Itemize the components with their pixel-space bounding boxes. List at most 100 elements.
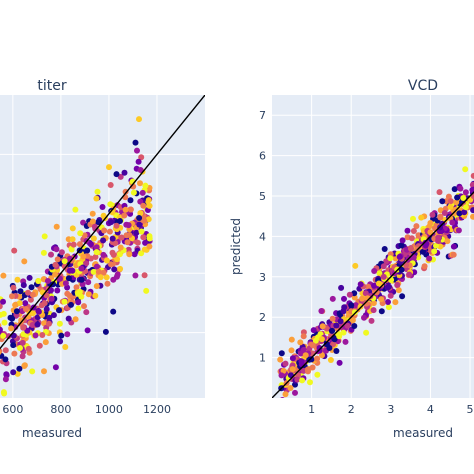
data-point [297, 339, 304, 346]
data-point [41, 233, 48, 240]
data-point [289, 366, 296, 373]
data-point [27, 296, 34, 303]
data-point [138, 250, 145, 257]
data-point [126, 251, 133, 258]
data-point [131, 251, 138, 258]
data-point [83, 309, 90, 316]
data-point [133, 229, 140, 236]
data-point [141, 217, 148, 224]
data-point [137, 210, 144, 217]
data-point [78, 293, 85, 300]
y-axis-label: predicted [229, 218, 243, 275]
data-point [65, 275, 72, 282]
identity-line [0, 95, 205, 350]
data-point [470, 172, 474, 179]
subplot-title: VCD [408, 78, 438, 94]
data-point [352, 302, 359, 309]
data-point [84, 247, 91, 254]
data-point [386, 283, 392, 290]
data-point [16, 300, 23, 307]
data-point [40, 249, 47, 256]
data-point [35, 308, 42, 315]
data-point [113, 222, 120, 229]
data-point [48, 287, 54, 294]
data-point [470, 207, 474, 214]
data-point [66, 292, 73, 299]
data-point [451, 186, 458, 193]
data-point [136, 221, 143, 228]
data-point [421, 263, 428, 270]
data-point [75, 299, 82, 306]
data-point [381, 246, 388, 252]
data-point [460, 195, 467, 201]
data-point [363, 300, 370, 307]
data-point [35, 278, 42, 284]
data-point [106, 228, 113, 235]
data-point [441, 210, 448, 216]
data-point [435, 237, 441, 244]
data-point [371, 268, 378, 274]
data-point [0, 332, 7, 339]
data-point [80, 253, 87, 260]
data-point [92, 292, 99, 299]
data-point [92, 254, 99, 260]
data-point [344, 322, 351, 329]
data-point [56, 320, 63, 327]
data-point [46, 320, 52, 327]
data-point [48, 295, 55, 302]
x-axis-label: measured [22, 426, 82, 440]
data-point [97, 274, 104, 281]
data-point [25, 345, 32, 352]
data-point [146, 202, 153, 209]
data-point [137, 198, 144, 205]
data-point [108, 261, 114, 268]
data-point [26, 274, 33, 281]
data-point [85, 291, 92, 298]
data-point [305, 368, 311, 375]
data-point [100, 237, 107, 244]
data-point [439, 198, 446, 205]
data-point [298, 358, 305, 365]
data-point [58, 332, 65, 339]
data-point [337, 318, 344, 325]
data-point [132, 139, 139, 146]
data-point [2, 356, 9, 363]
data-point [85, 279, 92, 286]
data-point [371, 282, 378, 289]
data-point [93, 283, 100, 290]
data-point [375, 280, 382, 287]
data-point [444, 238, 451, 245]
data-point [314, 355, 321, 362]
data-point [280, 367, 287, 374]
data-point [357, 281, 364, 288]
data-point [48, 251, 54, 258]
data-point [341, 295, 347, 302]
data-point [0, 298, 6, 305]
data-point [368, 317, 375, 324]
data-point [429, 211, 436, 218]
data-point [146, 243, 153, 250]
x-tick-label: 2 [348, 403, 355, 416]
data-point [455, 227, 462, 234]
data-point [93, 244, 100, 251]
data-point [41, 320, 48, 327]
data-point [333, 348, 340, 354]
subplot-title: titer [37, 78, 66, 94]
data-point [373, 289, 380, 296]
x-tick-label: 1000 [95, 403, 123, 416]
data-point [329, 327, 336, 334]
data-point [11, 350, 18, 357]
data-point [282, 391, 289, 398]
data-point [349, 317, 356, 324]
data-point [17, 288, 24, 295]
data-point [116, 251, 123, 258]
data-point [102, 328, 109, 335]
data-point [140, 234, 147, 241]
data-point [136, 116, 142, 123]
data-point [76, 241, 83, 248]
data-point [420, 248, 426, 255]
data-point [101, 227, 108, 234]
data-point [288, 336, 295, 343]
data-point [399, 237, 406, 244]
data-point [141, 272, 148, 279]
